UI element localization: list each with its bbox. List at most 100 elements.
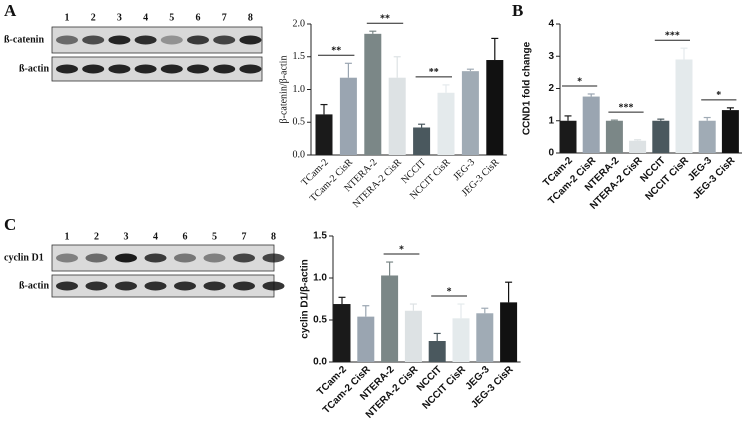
bar [675,59,693,153]
blot-band [82,35,105,45]
bar [500,302,518,362]
lane-number: 7 [242,231,247,242]
blot-band [85,281,108,291]
bar [629,140,647,153]
bar [605,120,623,153]
blot-band [174,253,196,263]
lane-number: 4 [143,12,148,23]
blot-band [239,35,262,45]
significance-label: * [399,244,404,255]
y-tick-label: 0.0 [313,357,327,368]
y-tick-label: 3 [548,51,554,62]
blot-band [56,281,78,291]
blot-band [213,64,236,74]
blot-band [108,64,131,74]
blot-band [56,64,78,74]
blot-band [160,35,183,45]
y-tick-label: 1.0 [313,273,327,284]
blot-band [144,281,167,291]
bar [315,114,333,155]
y-tick-label: 1.0 [293,84,306,95]
lane-number: 4 [153,231,158,242]
y-tick-label: 2.0 [293,18,306,29]
bar [413,127,431,155]
bar [428,341,446,362]
significance-label: * [716,90,721,101]
blot-band [134,64,157,74]
blot-band [174,281,196,291]
y-tick-label: 0.0 [293,149,306,160]
bar [404,310,422,362]
significance-label: ** [331,46,341,57]
blot-band [144,253,167,263]
bar [721,110,739,153]
bar [486,60,504,155]
panel-letter: B [512,1,523,20]
bar [652,120,670,153]
bar [333,304,351,362]
lane-number: 3 [117,12,122,23]
blot-band [160,64,183,74]
lane-number: 7 [222,12,227,23]
lane-number: 2 [94,231,99,242]
blot-band [115,281,137,291]
bar [357,316,375,362]
bar [339,77,357,155]
row-label: ß-actin [19,63,49,74]
bar [452,318,470,362]
y-axis-label: β-catenin/β-actin [278,56,289,124]
bar [476,313,494,362]
row-label: ß-actin [19,280,49,291]
significance-label: * [577,76,582,87]
significance-label: * [447,286,452,297]
blot-band [187,35,209,45]
bar [698,120,716,153]
lane-number: 6 [183,231,188,242]
blot-band [203,281,226,291]
y-tick-label: 0 [548,148,554,159]
bar [461,71,479,155]
panel-letter: A [4,1,17,20]
blot-band [85,253,108,263]
lane-number: 5 [212,231,217,242]
significance-label: ** [429,67,439,78]
bar [582,96,600,153]
bar [388,77,406,155]
y-axis-label: CCND1 fold change [522,41,533,135]
y-tick-label: 1.5 [313,231,327,242]
significance-label: ** [380,14,390,25]
y-tick-label: 0.5 [293,117,306,128]
y-axis-label: cyclin D1/β-actin [300,259,311,338]
blot-band [239,64,262,74]
row-label: ß-catenin [4,34,44,45]
significance-label: *** [619,102,634,113]
bar [381,275,399,362]
lane-number: 8 [248,12,253,23]
lane-number: 8 [271,231,276,242]
row-label: cyclin D1 [4,252,44,263]
blot-band [82,64,105,74]
blot-band [134,35,157,45]
lane-number: 1 [65,231,70,242]
blot-band [233,253,255,263]
blot-band [262,253,285,263]
lane-number: 6 [196,12,201,23]
significance-label: *** [665,30,680,41]
bar [364,33,382,156]
blot-band [187,64,209,74]
blot-band [56,35,78,45]
y-tick-label: 0.5 [313,315,327,326]
blot-band [233,281,255,291]
lane-number: 2 [91,12,96,23]
panel-letter: C [4,215,16,234]
bar [437,92,455,155]
y-tick-label: 4 [548,19,554,30]
lane-number: 5 [169,12,174,23]
blot-band [203,253,226,263]
y-tick-label: 2 [548,83,554,94]
blot-band [108,35,131,45]
blot-band [56,253,78,263]
blot-band [115,253,137,263]
y-tick-label: 1.5 [293,51,306,62]
lane-number: 3 [124,231,129,242]
